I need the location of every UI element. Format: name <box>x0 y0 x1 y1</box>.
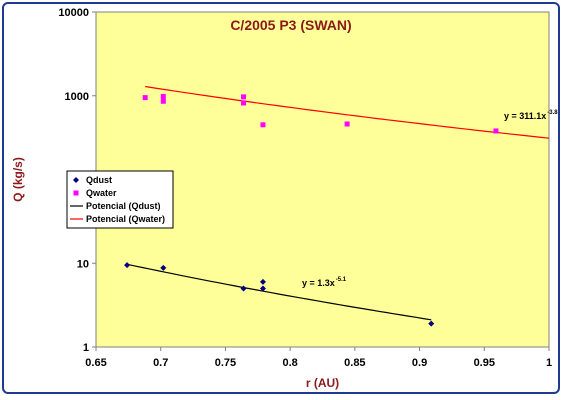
dust-point <box>240 285 247 292</box>
dust-equation-exponent: -5.1 <box>336 277 347 283</box>
dust-equation: y = 1.3x <box>302 278 335 288</box>
water-point <box>160 98 166 104</box>
water-point <box>241 94 247 100</box>
legend-entry: Potencial (Qwater) <box>86 214 165 224</box>
data-points <box>124 93 499 327</box>
x-tick-label: 0.8 <box>282 357 297 369</box>
y-tick-label: 10 <box>77 258 89 270</box>
water-point <box>260 122 266 128</box>
water-point <box>241 100 247 106</box>
x-axis: 0.65 0.7 0.75 0.8 0.85 0.9 0.95 1 <box>85 346 552 369</box>
dust-point <box>160 264 167 271</box>
dust-point <box>428 320 435 327</box>
water-equation-exponent: -3.8 <box>547 110 558 116</box>
y-tick-label: 10000 <box>58 7 89 19</box>
legend-box <box>66 170 174 229</box>
x-tick-label: 1 <box>546 357 552 369</box>
water-point <box>344 121 350 127</box>
legend-entry: Qdust <box>86 175 112 185</box>
x-axis-title: r (AU) <box>306 376 339 390</box>
y-tick-label: 1 <box>83 342 89 354</box>
water-point <box>142 95 148 101</box>
water-point <box>160 93 166 99</box>
trendline-equations: y = 1.3x -5.1 y = 311.1x -3.8 <box>302 110 558 288</box>
legend-entry: Qwater <box>86 188 117 198</box>
dust-point <box>259 278 266 285</box>
dust-point <box>124 262 131 269</box>
water-point <box>493 128 499 134</box>
y-axis-title: Q (kg/s) <box>11 157 25 202</box>
x-tick-label: 0.65 <box>85 357 106 369</box>
dust-trendline <box>126 263 432 321</box>
x-tick-label: 0.75 <box>215 357 236 369</box>
legend-swatch-dust <box>73 177 79 183</box>
legend-swatch-water <box>73 190 79 196</box>
chart-title: C/2005 P3 (SWAN) <box>230 17 351 33</box>
x-tick-label: 0.7 <box>153 357 168 369</box>
legend: Qdust Qwater Potencial (Qdust) Potencial (Q… <box>66 170 174 229</box>
water-equation: y = 311.1x <box>504 111 546 121</box>
x-tick-label: 0.95 <box>474 357 495 369</box>
x-tick-label: 0.9 <box>412 357 427 369</box>
y-tick-label: 1000 <box>65 91 89 103</box>
legend-entry: Potencial (Qdust) <box>86 201 161 211</box>
dust-point <box>259 285 266 292</box>
y-axis: 110100100010000 <box>58 7 97 354</box>
water-trendline <box>145 85 550 139</box>
x-tick-label: 0.85 <box>344 357 365 369</box>
trendlines <box>126 85 550 321</box>
